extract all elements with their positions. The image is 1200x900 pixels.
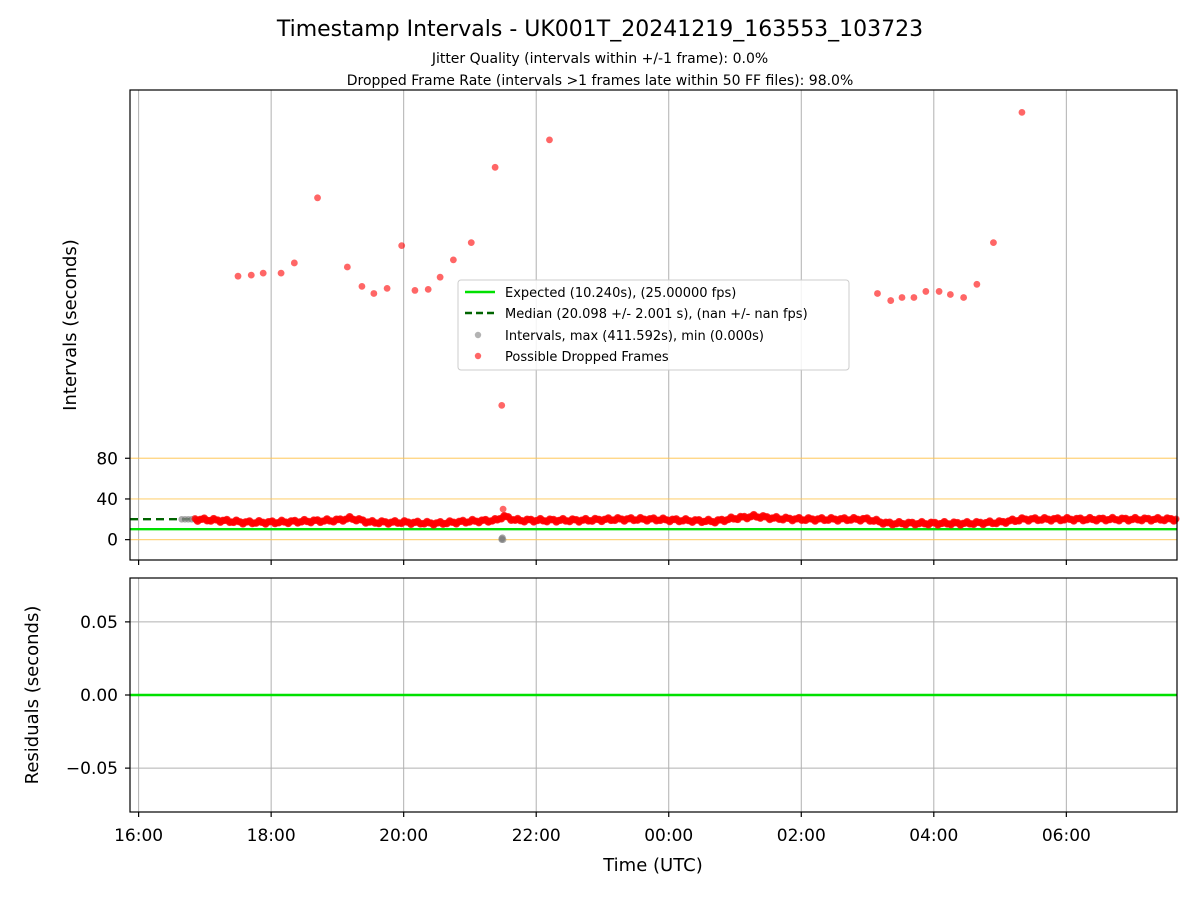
dropped-frame-point: [314, 194, 321, 202]
intervals-y-tick-label: 80: [96, 449, 118, 469]
dropped-frame-point: [449, 256, 457, 264]
intervals-x-ticks: [138, 560, 1067, 565]
residuals-x-ticks: 16:00 18:00 20:00 22:00 00:00 02:00 04:00 06:00: [114, 812, 1091, 846]
dropped-frame-point: [411, 287, 419, 294]
x-axis-label: Time (UTC): [602, 855, 703, 876]
dropped-frame-point: [424, 285, 432, 293]
dropped-frame-point: [290, 259, 298, 267]
residuals-y-ticks: 0.05 0.00 −0.05: [66, 613, 130, 779]
dropped-frame-point: [247, 271, 255, 279]
chart-subtitle-jitter: Jitter Quality (intervals within +/-1 fr…: [431, 51, 768, 67]
dropped-frame-point: [874, 290, 881, 297]
dropped-frame-point: [946, 291, 954, 298]
dropped-frame-point: [370, 290, 378, 297]
dropped-frame-point: [358, 282, 366, 290]
legend-dropped-label: Possible Dropped Frames: [505, 350, 669, 365]
intervals-y-ticks: 0 40 80: [96, 449, 130, 551]
intervals-panel: 0 40 80 Intervals (seconds) Expected (10.2…: [60, 89, 1180, 565]
dropped-frame-point: [887, 297, 895, 304]
dropped-frame-point: [1172, 515, 1180, 523]
dropped-frame-point: [467, 239, 475, 246]
legend-median-label: Median (20.098 +/- 2.001 s), (nan +/- na…: [505, 307, 808, 322]
intervals-axes-frame: [129, 89, 1178, 561]
dropped-frame-point: [922, 288, 930, 295]
dropped-frame-point: [935, 288, 943, 295]
dropped-frame-point: [343, 263, 351, 271]
chart-title: Timestamp Intervals - UK001T_20241219_16…: [276, 17, 923, 42]
intervals-y-tick-label: 40: [96, 490, 118, 510]
interval-point: [499, 536, 507, 543]
legend-dropped-swatch: [474, 352, 482, 360]
x-tick-label: 06:00: [1042, 826, 1091, 846]
residuals-y-tick-label: −0.05: [66, 759, 118, 779]
x-tick-label: 00:00: [644, 826, 693, 846]
dropped-frame-point: [383, 284, 391, 292]
dropped-frame-point: [491, 163, 499, 171]
residuals-y-tick-label: 0.00: [80, 686, 118, 706]
intervals-y-axis-label: Intervals (seconds): [60, 239, 81, 411]
legend-intervals-swatch: [474, 331, 482, 339]
dropped-frame-point: [498, 401, 506, 409]
chart-subtitle-dropped: Dropped Frame Rate (intervals >1 frames …: [347, 73, 854, 89]
dropped-frame-point: [259, 269, 267, 277]
legend-intervals-label: Intervals, max (411.592s), min (0.000s): [505, 329, 764, 344]
dropped-frame-point: [398, 242, 406, 250]
dropped-frame-point: [960, 294, 968, 301]
dropped-frame-point: [990, 239, 997, 246]
legend: Expected (10.240s), (25.00000 fps) Media…: [457, 279, 850, 371]
x-tick-label: 04:00: [909, 826, 958, 846]
dropped-frame-point: [910, 294, 918, 301]
intervals-reference-lines: [130, 457, 1177, 541]
intervals-y-tick-label: 0: [107, 531, 118, 551]
dropped-frame-point: [1018, 108, 1026, 116]
dropped-frame-point: [436, 273, 444, 281]
legend-expected-label: Expected (10.240s), (25.00000 fps): [505, 286, 736, 301]
legend-box: [457, 279, 850, 371]
dropped-frame-point: [234, 272, 242, 280]
residuals-y-axis-label: Residuals (seconds): [22, 606, 43, 785]
x-tick-label: 16:00: [114, 826, 163, 846]
dropped-frame-point: [546, 136, 553, 144]
dropped-frame-point: [898, 294, 906, 301]
x-tick-label: 22:00: [512, 826, 561, 846]
x-tick-label: 02:00: [777, 826, 826, 846]
x-tick-label: 18:00: [247, 826, 296, 846]
residuals-y-tick-label: 0.05: [80, 613, 118, 633]
dropped-frame-point: [499, 505, 507, 513]
x-tick-label: 20:00: [379, 826, 428, 846]
dropped-frame-point: [973, 280, 981, 288]
residuals-panel: 16:00 18:00 20:00 22:00 00:00 02:00 04:00 06:00…: [22, 577, 1178, 876]
intervals-points: [178, 108, 1180, 543]
dropped-frame-point: [277, 269, 285, 277]
